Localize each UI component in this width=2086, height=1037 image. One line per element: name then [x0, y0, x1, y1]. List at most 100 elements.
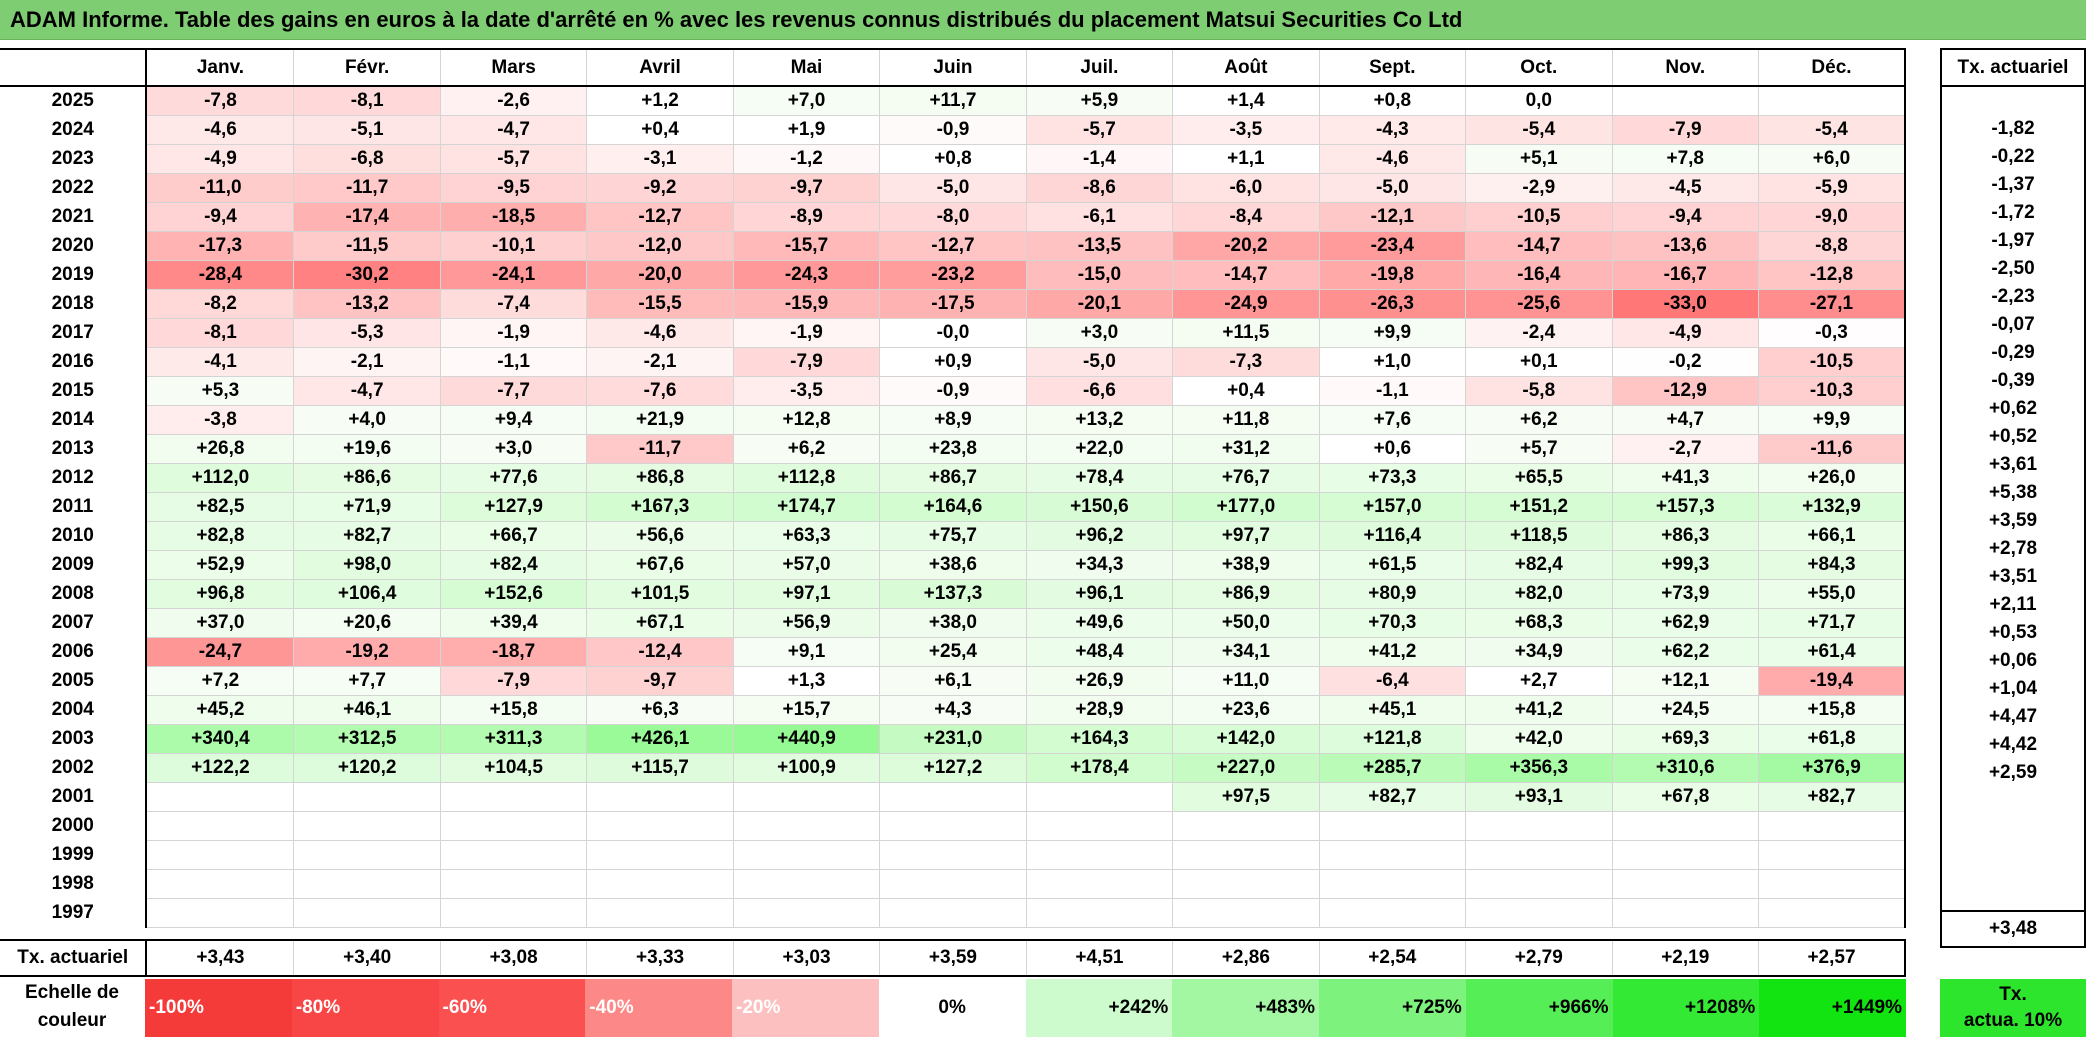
gain-cell: -15,0: [1025, 260, 1174, 290]
gain-cell: +5,7: [1465, 434, 1613, 464]
gain-cell: +2,7: [1465, 666, 1613, 696]
gain-cell: [1757, 869, 1906, 899]
gain-cell: +104,5: [439, 753, 588, 783]
footer-rate-cell: +4,51: [1025, 939, 1174, 977]
gain-cell: -7,7: [439, 376, 588, 406]
gain-cell: -6,4: [1318, 666, 1467, 696]
gain-cell: +15,8: [1757, 695, 1906, 725]
gain-cell: +5,9: [1025, 85, 1174, 116]
footer-row: Tx. actuariel +3,43 +3,40 +3,08 +3,33 +3,03 +3…: [0, 939, 1906, 977]
gain-cell: +0,4: [1172, 376, 1320, 406]
gain-cell: -4,5: [1611, 173, 1759, 203]
gain-cell: +97,5: [1172, 782, 1320, 812]
gain-cell: -5,7: [1025, 115, 1174, 145]
gain-cell: -23,4: [1318, 231, 1467, 261]
gain-cell: +98,0: [293, 550, 441, 580]
gain-cell: +38,0: [879, 608, 1027, 638]
rate-cell: +2,78: [1940, 535, 2086, 563]
gain-cell: +56,9: [732, 608, 881, 638]
spacer-cell: [1026, 927, 1173, 940]
gain-cell: -9,7: [586, 666, 734, 696]
gain-cell: +137,3: [879, 579, 1027, 609]
rate-cell: +3,51: [1940, 563, 2086, 591]
rate-cell: +4,42: [1940, 731, 2086, 759]
gain-cell: +150,6: [1025, 492, 1174, 522]
gain-cell: +112,0: [145, 463, 295, 493]
gain-cell: [293, 869, 441, 899]
gain-cell: [1757, 898, 1906, 928]
gain-cell: +82,7: [1757, 782, 1906, 812]
table-row: 2011 +82,5 +71,9 +127,9 +167,3 +174,7 +164,6 +1…: [0, 492, 1906, 522]
gain-cell: [293, 840, 441, 870]
gain-cell: +37,0: [145, 608, 295, 638]
gain-cell: [1465, 811, 1613, 841]
gain-cell: -4,9: [145, 144, 295, 174]
gain-cell: +6,3: [586, 695, 734, 725]
gain-cell: -26,3: [1318, 289, 1467, 319]
gain-cell: +67,6: [586, 550, 734, 580]
footer-total-rate: +3,48: [1940, 910, 2086, 948]
gain-cell: -7,9: [732, 347, 881, 377]
gain-cell: -18,5: [439, 202, 588, 232]
table-row: 2025 -7,8 -8,1 -2,6 +1,2 +7,0 +11,7 +5,9 +1,4 +0,…: [0, 85, 1906, 116]
gain-cell: -10,3: [1757, 376, 1906, 406]
gain-cell: -8,8: [1757, 231, 1906, 261]
gain-cell: +0,9: [879, 347, 1027, 377]
rate-cell: -1,72: [1940, 199, 2086, 227]
table-row: 2022 -11,0 -11,7 -9,5 -9,2 -9,7 -5,0 -8,6 -6,0 -5…: [0, 173, 1906, 203]
gain-cell: +96,2: [1025, 521, 1174, 551]
gain-cell: +82,8: [145, 521, 295, 551]
gain-cell: [879, 811, 1027, 841]
spacer-cell: [586, 927, 734, 940]
rate-cell: -1,97: [1940, 227, 2086, 255]
color-swatch: 0%: [878, 979, 1026, 1037]
rate-row: -2,50: [1940, 255, 2086, 283]
color-swatch: -20%: [732, 979, 879, 1037]
gain-cell: +21,9: [586, 405, 734, 435]
gain-cell: -19,8: [1318, 260, 1467, 290]
gain-cell: +39,4: [439, 608, 588, 638]
month-header: Nov.: [1611, 48, 1759, 87]
rate-row: -0,22: [1940, 143, 2086, 171]
year-label: 2021: [51, 206, 94, 227]
month-header: Janv.: [145, 48, 295, 87]
rate-cell: +0,52: [1940, 423, 2086, 451]
gain-cell: -4,7: [439, 115, 588, 145]
rate-column-header: Tx. actuariel: [1940, 48, 2086, 87]
gain-cell: +121,8: [1318, 724, 1467, 754]
gain-cell: -7,8: [145, 85, 295, 116]
gain-cell: -4,6: [1318, 144, 1467, 174]
table-row: 2002 +122,2 +120,2 +104,5 +115,7 +100,9 +127,2…: [0, 753, 1906, 783]
gain-cell: -14,7: [1172, 260, 1320, 290]
gain-cell: +115,7: [586, 753, 734, 783]
gain-cell: +5,1: [1465, 144, 1613, 174]
gain-cell: -27,1: [1757, 289, 1906, 319]
footer-label: Tx. actuariel: [0, 939, 147, 977]
gain-cell: +151,2: [1465, 492, 1613, 522]
table-row: 2015 +5,3 -4,7 -7,7 -7,6 -3,5 -0,9 -6,6 +0,4 -1,1…: [0, 376, 1906, 406]
rate-cell: -0,29: [1940, 339, 2086, 367]
gain-cell: +97,1: [732, 579, 881, 609]
gain-cell: +6,2: [732, 434, 881, 464]
gain-cell: +20,6: [293, 608, 441, 638]
gain-cell: -8,9: [732, 202, 881, 232]
gain-cell: +73,3: [1318, 463, 1467, 493]
rate-legend-line2: actua. 10%: [1963, 1010, 2063, 1031]
gain-cell: +93,1: [1465, 782, 1613, 812]
gain-cell: -5,7: [439, 144, 588, 174]
gain-cell: [586, 782, 734, 812]
gain-cell: +7,6: [1318, 405, 1467, 435]
gain-cell: [439, 898, 588, 928]
gain-cell: +38,9: [1172, 550, 1320, 580]
rate-cell: +3,61: [1940, 451, 2086, 479]
gain-cell: -7,9: [439, 666, 588, 696]
table-row: 2006 -24,7 -19,2 -18,7 -12,4 +9,1 +25,4 +48,4 +3…: [0, 637, 1906, 667]
year-label: 2019: [51, 264, 94, 285]
year-label: 2005: [51, 670, 94, 691]
gain-cell: +75,7: [879, 521, 1027, 551]
gain-cell: +76,7: [1172, 463, 1320, 493]
gain-cell: +82,0: [1465, 579, 1613, 609]
color-scale-label: Echelle de couleur: [0, 979, 144, 1037]
footer-rate-cell: +2,79: [1465, 939, 1613, 977]
rate-cell: -0,07: [1940, 311, 2086, 339]
